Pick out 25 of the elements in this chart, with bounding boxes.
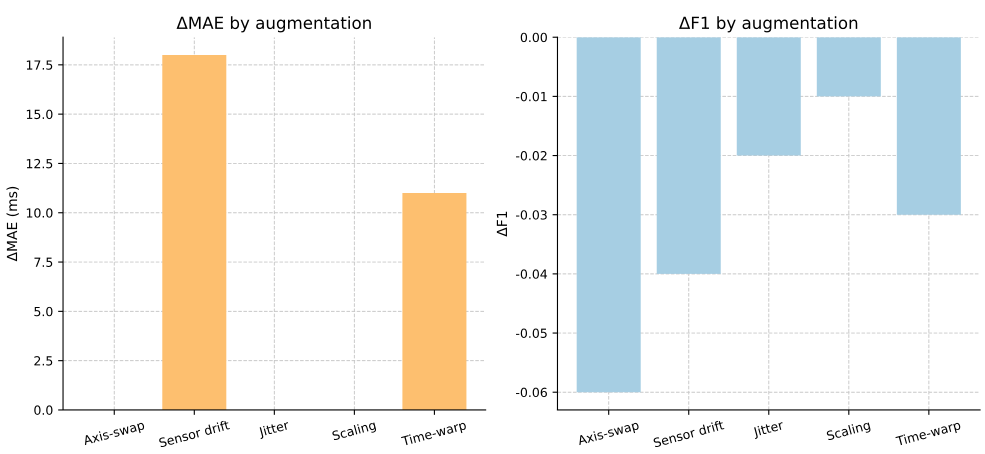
y-tick-label: 12.5 — [26, 158, 52, 168]
y-tick-label: 7.5 — [34, 258, 52, 267]
y-tick-label: -0.06 — [516, 388, 547, 398]
chart-title: ΔF1 by augmentation — [679, 16, 858, 32]
y-tick-label: -0.04 — [516, 269, 548, 279]
y-tick-label: 0.0 — [34, 405, 52, 415]
x-tick-label: Jitter — [752, 420, 785, 440]
y-tick-label: 15.0 — [26, 110, 52, 120]
y-tick-label: 17.5 — [26, 60, 52, 70]
x-tick-label: Sensor drift — [158, 420, 230, 448]
y-tick-label: 10.0 — [26, 208, 52, 218]
y-tick-label: -0.03 — [516, 210, 547, 220]
y-tick-label: 5.0 — [34, 306, 52, 316]
y-tick-label: -0.05 — [516, 328, 547, 338]
y-tick-label: 0.00 — [520, 32, 547, 42]
y-axis-title: ΔF1 — [496, 212, 507, 237]
x-tick-label: Sensor drift — [652, 420, 724, 448]
x-tick-label: Scaling — [332, 420, 377, 443]
y-axis-title: ΔMAE (ms) — [6, 186, 19, 262]
y-tick-label: -0.01 — [516, 92, 547, 102]
x-tick-label: Jitter — [258, 420, 290, 440]
chart-title: ΔMAE by augmentation — [176, 16, 371, 32]
y-tick-label: -0.02 — [516, 151, 547, 160]
x-tick-label: Scaling — [826, 420, 872, 443]
y-tick-label: 2.5 — [34, 356, 52, 366]
